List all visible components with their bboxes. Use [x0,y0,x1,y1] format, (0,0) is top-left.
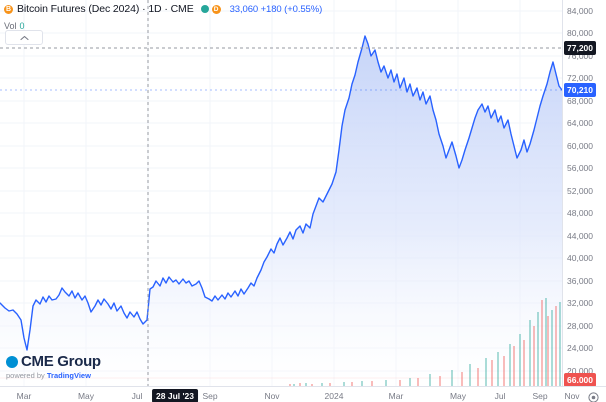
price-tick: 28,000 [567,321,593,331]
price-tick: 52,000 [567,186,593,196]
time-tick: Nov [564,391,580,401]
price-tick: 76,000 [567,51,593,61]
price-tick: 40,000 [567,253,593,263]
chart-plot-area[interactable] [0,0,562,386]
price-tick: 56,000 [567,163,593,173]
price-tick: 68,000 [567,96,593,106]
collapse-pane-button[interactable] [5,30,43,45]
price-tick: 60,000 [567,141,593,151]
time-tick: 2024 [324,391,344,401]
time-tick: Mar [388,391,404,401]
volume-bars [289,298,561,386]
last-price-badge[interactable]: 70,210 [564,83,596,97]
time-tick: Nov [264,391,280,401]
crosshair-date-label: 28 Jul '23 [152,389,198,402]
price-axis[interactable]: 84,000 80,000 76,000 72,000 68,000 64,00… [562,0,606,387]
time-tick: Jul [131,391,143,401]
price-area-fill [0,36,562,386]
price-tick: 72,000 [567,73,593,83]
time-tick: Mar [16,391,32,401]
axis-settings-button[interactable] [588,390,599,402]
high-price-badge[interactable]: 77,200 [564,41,596,55]
time-axis[interactable]: Mar May Jul 28 Jul '23 Sep Nov 2024 Mar … [0,386,606,402]
price-tick: 24,000 [567,343,593,353]
price-chart-svg [0,0,562,386]
chevron-up-icon [19,35,29,40]
volume-badge[interactable]: 66.000 [564,373,596,387]
time-tick: Jul [494,391,506,401]
price-tick: 44,000 [567,231,593,241]
price-tick: 36,000 [567,276,593,286]
price-line [0,35,562,351]
gear-icon [588,392,599,402]
time-tick: Sep [532,391,548,401]
price-tick: 80,000 [567,28,593,38]
price-tick: 84,000 [567,6,593,16]
time-tick: May [77,391,95,401]
price-tick: 64,000 [567,118,593,128]
time-tick: Sep [202,391,218,401]
price-tick: 20,000 [567,366,593,376]
price-tick: 48,000 [567,208,593,218]
price-tick: 32,000 [567,298,593,308]
time-tick: May [449,391,467,401]
